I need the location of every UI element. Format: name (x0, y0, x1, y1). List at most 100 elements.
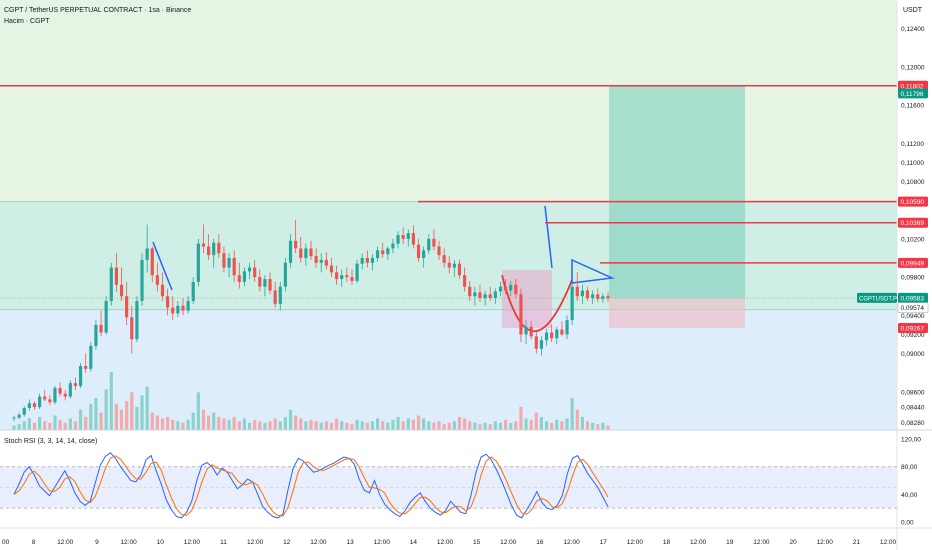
price-tick: 0,09800 (901, 275, 925, 282)
volume-bar (509, 422, 513, 430)
candle-body (534, 336, 538, 349)
time-label: 12:00 (627, 539, 644, 546)
volume-bar (58, 419, 62, 430)
price-badge-text: 0,09583 (901, 295, 925, 302)
candle-body (396, 235, 400, 244)
candle-body (529, 326, 533, 337)
candle-body (222, 253, 226, 268)
pole-line[interactable] (544, 205, 553, 269)
price-badge-text: 0,11802 (901, 83, 924, 90)
volume-bar (268, 421, 272, 430)
candle-body (232, 258, 236, 276)
volume-bar (596, 424, 600, 430)
volume-bar (411, 419, 416, 430)
volume-bar (78, 409, 83, 430)
candle-body (191, 281, 195, 301)
candle-body (314, 256, 318, 263)
time-label: 18 (663, 539, 671, 546)
candle-body (150, 248, 154, 276)
time-label: 12:00 (120, 539, 137, 546)
position-tool[interactable] (609, 86, 745, 329)
candle-body (468, 286, 472, 297)
candle-body (406, 233, 410, 239)
price-badge-text: 0,09949 (901, 260, 925, 267)
volume-bar (401, 421, 405, 430)
pennant-triangle[interactable] (571, 258, 615, 284)
time-axis[interactable]: 00 8 12:00 9 12:00 10 12:00 11 12:00 12 12:00 13 12:… (2, 539, 897, 546)
candle-body (68, 383, 72, 397)
volume-bar (575, 409, 579, 430)
candle-body (524, 326, 528, 335)
volume-bar (463, 418, 467, 430)
volume-bar (314, 421, 318, 430)
stoch-title[interactable]: Stoch RSI (3, 3, 14, 14, close) (4, 438, 97, 445)
volume-bar (43, 421, 47, 430)
volume-bar (555, 419, 559, 430)
candle-body (601, 296, 605, 300)
volume-bar (432, 422, 436, 430)
candle-body (335, 272, 339, 280)
volume-bar (63, 422, 67, 430)
candle-body (263, 279, 267, 287)
time-label: 13 (346, 539, 354, 546)
symbol-title[interactable]: CGPT / TetherUS PERPETUAL CONTRACT · 1sa… (4, 7, 191, 14)
horizontal-levels[interactable] (0, 85, 897, 264)
candle-body (43, 396, 47, 400)
position-loss-zone[interactable] (609, 298, 745, 329)
volume-bar (335, 418, 339, 430)
price-badge (898, 323, 928, 334)
position-profit-zone[interactable] (609, 86, 745, 299)
candle-body (63, 393, 67, 397)
volume-bar (247, 422, 252, 430)
candle-body (442, 255, 446, 263)
candle-body (247, 267, 252, 272)
candle-body (135, 301, 139, 340)
cup-shade (502, 270, 552, 328)
candle-body (365, 258, 369, 263)
volume-bar (606, 425, 610, 430)
candle-body (488, 294, 492, 299)
price-axis[interactable]: 0,12400 0,12000 0,11600 0,11200 0,11000 0,108… (901, 26, 925, 427)
candle-body (340, 275, 344, 280)
candle-body (452, 263, 456, 268)
candle-body (22, 408, 26, 415)
candle-body (166, 296, 170, 308)
volume-bar (119, 409, 124, 430)
stoch-axis: 120,00 80,00 40,00 0,00 (901, 437, 921, 527)
price-badge (898, 88, 928, 99)
lower-blue-zone (0, 309, 897, 430)
candle-body (145, 248, 149, 260)
stoch-tick: 80,00 (901, 464, 918, 471)
candle-body (125, 296, 129, 318)
time-label: 00 (2, 539, 10, 546)
candle-body (478, 292, 482, 299)
time-label: 14 (410, 539, 418, 546)
symbol-badge-text: CGPTUSDT.P (859, 296, 897, 302)
volume-bar (473, 422, 477, 430)
volume-bar (253, 419, 257, 430)
volume-bar (104, 389, 108, 430)
stoch-tick: 40,00 (901, 492, 918, 499)
volume-bar (89, 403, 93, 430)
candle-body (509, 284, 513, 291)
price-tick: 0,08600 (901, 389, 925, 396)
candle-body (94, 324, 98, 346)
volume-label[interactable]: Hacim · CGPT (4, 18, 50, 25)
candle-body (427, 238, 431, 251)
price-badge (898, 292, 928, 303)
volume-bar (447, 422, 451, 430)
candle-body (283, 262, 287, 287)
volume-bar (601, 422, 605, 430)
trend-line[interactable] (152, 241, 173, 291)
cup-pattern[interactable] (152, 205, 615, 333)
volume-bar (591, 422, 595, 430)
time-label: 19 (726, 539, 734, 546)
volume-bar (68, 418, 72, 430)
volume-bar (73, 421, 78, 430)
cup-curve[interactable] (501, 274, 573, 333)
candle-body (447, 262, 451, 268)
volume-bar (503, 419, 508, 430)
time-label: 12:00 (437, 539, 454, 546)
candle-body (253, 267, 257, 278)
